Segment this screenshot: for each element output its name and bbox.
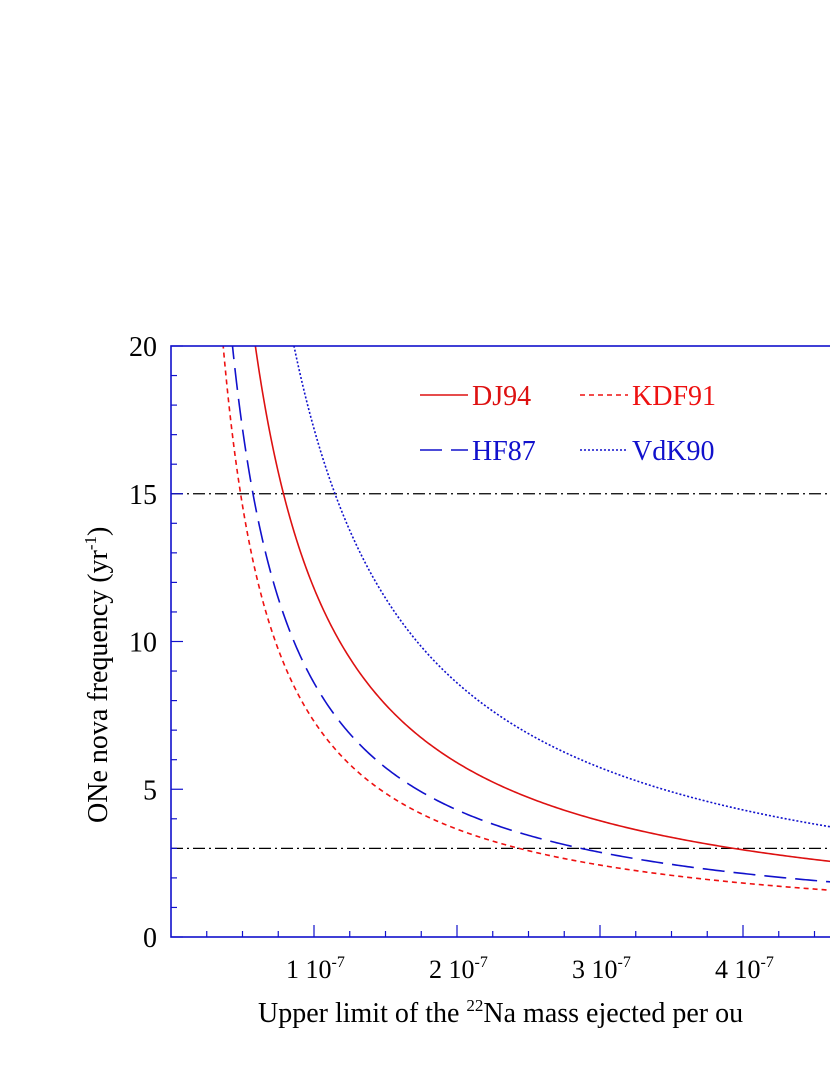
x-tick-label-3: 3 10-7 (572, 954, 631, 984)
y-tick-label-15: 15 (129, 480, 157, 511)
legend-label-hf87: HF87 (472, 436, 536, 467)
x-axis-title-before: Upper limit of the (258, 998, 466, 1029)
y-axis-ticks: 0 5 10 15 20 (129, 332, 183, 954)
y-axis-title-before: ONe nova frequency (yr (83, 549, 114, 823)
legend-label-vdk90: VdK90 (632, 436, 714, 467)
y-axis-title-after: ) (83, 527, 114, 536)
y-tick-label-10: 10 (129, 628, 157, 659)
x-axis-title-after: Na mass ejected per ou (483, 998, 743, 1029)
series-line-vdk90 (293, 346, 830, 828)
y-axis-title-superscript: -1 (81, 536, 100, 550)
x-axis-title-superscript: 22 (466, 996, 483, 1015)
x-tick-label-2: 2 10-7 (429, 954, 488, 984)
series-line-hf87 (231, 346, 830, 883)
series-line-dj94 (254, 346, 830, 863)
x-axis-title: Upper limit of the 22Na mass ejected per… (258, 996, 743, 1029)
plot-area (170, 345, 830, 938)
y-axis-title: ONe nova frequency (yr-1) (81, 527, 114, 823)
x-tick-label-1: 1 10-7 (286, 954, 345, 984)
series-line-kdf91 (222, 346, 830, 891)
y-tick-label-0: 0 (143, 923, 157, 954)
y-tick-label-5: 5 (143, 775, 157, 806)
legend: DJ94 KDF91 HF87 VdK90 (420, 381, 716, 467)
y-tick-label-20: 20 (129, 332, 157, 363)
legend-label-kdf91: KDF91 (632, 381, 716, 412)
x-axis-ticks: 1 10-7 2 10-7 3 10-7 4 10-7 (206, 925, 816, 984)
x-tick-label-4: 4 10-7 (715, 954, 774, 984)
legend-label-dj94: DJ94 (472, 381, 531, 412)
